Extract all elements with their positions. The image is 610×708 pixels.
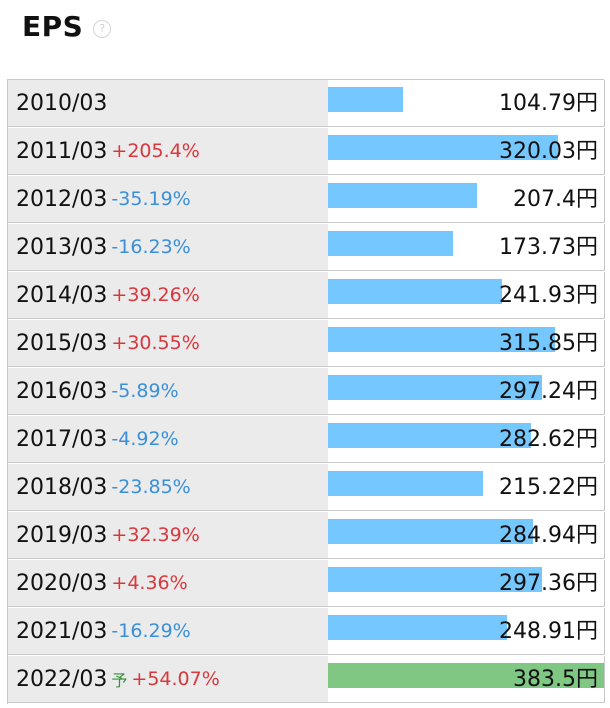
value-cell: 315.85円 <box>328 320 605 367</box>
table-row: 2016/03 -5.89% 297.24円 <box>8 368 605 416</box>
change-percent: +205.4% <box>111 140 200 162</box>
table-row: 2011/03 +205.4% 320.03円 <box>8 128 605 176</box>
chart-title: EPS <box>22 9 84 43</box>
eps-value-label: 207.4円 <box>513 187 598 212</box>
chart-title-area: EPS ? <box>22 6 112 46</box>
eps-value-label: 173.73円 <box>499 235 598 260</box>
change-percent: +30.55% <box>111 332 200 354</box>
forecast-mark: 予 <box>111 671 128 690</box>
fiscal-year-label: 2022/03 <box>16 666 108 692</box>
fiscal-year-label: 2021/03 <box>16 618 108 644</box>
forecast-bar <box>328 663 604 688</box>
fiscal-year-label: 2015/03 <box>16 330 108 356</box>
value-cell: 104.79円 <box>328 80 605 127</box>
value-cell: 320.03円 <box>328 128 605 175</box>
table-row: 2022/03 予 +54.07% 383.5円 <box>8 656 605 704</box>
eps-value-label: 248.91円 <box>499 619 598 644</box>
table-row: 2015/03 +30.55% 315.85円 <box>8 320 605 368</box>
value-cell: 383.5円 <box>328 656 605 703</box>
fiscal-year-label: 2011/03 <box>16 138 108 164</box>
table-row: 2019/03 +32.39% 284.94円 <box>8 512 605 560</box>
table-row: 2021/03 -16.29% 248.91円 <box>8 608 605 656</box>
value-cell: 282.62円 <box>328 416 605 463</box>
value-cell: 284.94円 <box>328 512 605 559</box>
eps-value-label: 284.94円 <box>499 523 598 548</box>
question-circle-icon[interactable]: ? <box>93 20 112 38</box>
value-cell: 241.93円 <box>328 272 605 319</box>
row-label: 2022/03 予 +54.07% <box>8 656 335 703</box>
change-percent: +39.26% <box>111 284 200 306</box>
value-cell: 297.36円 <box>328 560 605 607</box>
row-label: 2013/03 -16.23% <box>8 224 335 271</box>
table-row: 2012/03 -35.19% 207.4円 <box>8 176 605 224</box>
change-percent: -4.92% <box>111 428 179 450</box>
row-label: 2010/03 <box>8 80 335 127</box>
fiscal-year-label: 2018/03 <box>16 474 108 500</box>
eps-bar <box>328 327 555 352</box>
table-row: 2010/03 104.79円 <box>8 80 605 128</box>
table-row: 2013/03 -16.23% 173.73円 <box>8 224 605 272</box>
value-cell: 248.91円 <box>328 608 605 655</box>
eps-bar <box>328 423 531 448</box>
change-percent: +32.39% <box>111 524 200 546</box>
row-label: 2014/03 +39.26% <box>8 272 335 319</box>
table-row: 2014/03 +39.26% 241.93円 <box>8 272 605 320</box>
change-percent: +4.36% <box>111 572 188 594</box>
table-row: 2018/03 -23.85% 215.22円 <box>8 464 605 512</box>
eps-bar <box>328 471 483 496</box>
eps-value-label: 297.24円 <box>499 379 598 404</box>
row-label: 2018/03 -23.85% <box>8 464 335 511</box>
change-percent: +54.07% <box>131 668 220 690</box>
eps-bar <box>328 135 558 160</box>
change-percent: -5.89% <box>111 380 179 402</box>
eps-value-label: 320.03円 <box>499 139 598 164</box>
fiscal-year-label: 2016/03 <box>16 378 108 404</box>
eps-bar <box>328 567 542 592</box>
eps-bar <box>328 519 533 544</box>
eps-bar <box>328 279 502 304</box>
fiscal-year-label: 2020/03 <box>16 570 108 596</box>
row-label: 2011/03 +205.4% <box>8 128 335 175</box>
value-cell: 297.24円 <box>328 368 605 415</box>
eps-value-label: 241.93円 <box>499 283 598 308</box>
change-percent: -16.29% <box>111 620 191 642</box>
eps-value-label: 297.36円 <box>499 571 598 596</box>
fiscal-year-label: 2013/03 <box>16 234 108 260</box>
row-label: 2020/03 +4.36% <box>8 560 335 607</box>
fiscal-year-label: 2014/03 <box>16 282 108 308</box>
change-percent: -23.85% <box>111 476 191 498</box>
row-label: 2012/03 -35.19% <box>8 176 335 223</box>
row-label: 2017/03 -4.92% <box>8 416 335 463</box>
eps-value-label: 315.85円 <box>499 331 598 356</box>
eps-value-label: 104.79円 <box>499 91 598 116</box>
table-row: 2020/03 +4.36% 297.36円 <box>8 560 605 608</box>
fiscal-year-label: 2017/03 <box>16 426 108 452</box>
value-cell: 207.4円 <box>328 176 605 223</box>
change-percent: -35.19% <box>111 188 191 210</box>
fiscal-year-label: 2019/03 <box>16 522 108 548</box>
eps-value-label: 215.22円 <box>499 475 598 500</box>
eps-value-label: 383.5円 <box>513 667 598 692</box>
eps-table: 2010/03 104.79円 2011/03 +205.4% 320.03円 2012/… <box>7 79 605 704</box>
eps-bar <box>328 615 507 640</box>
change-percent: -16.23% <box>111 236 191 258</box>
eps-bar <box>328 183 477 208</box>
fiscal-year-label: 2012/03 <box>16 186 108 212</box>
eps-bar <box>328 231 453 256</box>
value-cell: 215.22円 <box>328 464 605 511</box>
value-cell: 173.73円 <box>328 224 605 271</box>
row-label: 2021/03 -16.29% <box>8 608 335 655</box>
eps-bar <box>328 87 403 112</box>
row-label: 2019/03 +32.39% <box>8 512 335 559</box>
eps-bar <box>328 375 542 400</box>
eps-value-label: 282.62円 <box>499 427 598 452</box>
row-label: 2016/03 -5.89% <box>8 368 335 415</box>
table-row: 2017/03 -4.92% 282.62円 <box>8 416 605 464</box>
fiscal-year-label: 2010/03 <box>16 90 108 116</box>
row-label: 2015/03 +30.55% <box>8 320 335 367</box>
